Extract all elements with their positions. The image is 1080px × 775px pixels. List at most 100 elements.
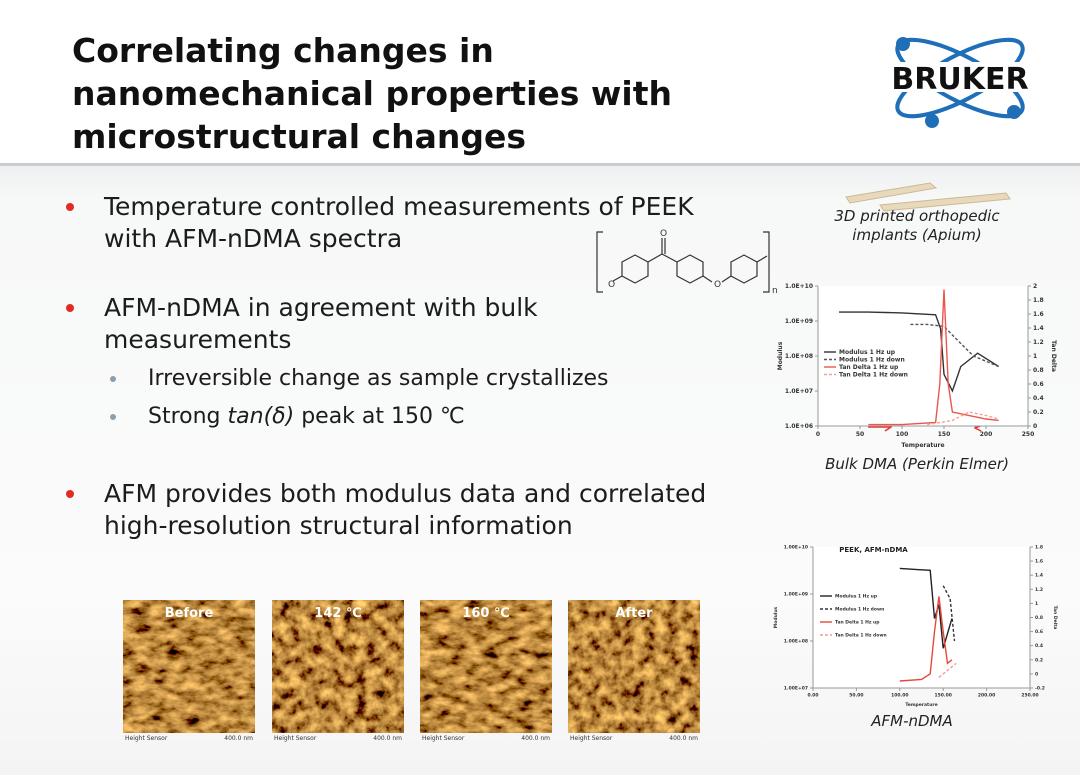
y-tick-label: 1.00E+07	[784, 686, 808, 692]
y2-tick-label: 1.8	[1035, 545, 1043, 551]
y2-axis-label: Tan Delta	[1050, 340, 1057, 372]
bullet-line: with AFM-nDMA spectra	[104, 224, 403, 253]
y-tick-label: 1.0E+09	[785, 318, 813, 325]
micrographs: Before Height Sensor 400.0 nm 142 ℃ Height S…	[123, 600, 700, 742]
sub-bullet-text: peak at 150 ℃	[294, 404, 465, 429]
micrograph-label: Before	[165, 606, 214, 621]
x-tick-label: 250.00	[1021, 693, 1038, 699]
legend-label: Tan Delta 1 Hz up	[839, 364, 899, 371]
title-line: Correlating changes in	[72, 31, 494, 70]
micrograph-label: 160 ℃	[462, 606, 509, 621]
bullet-line: Temperature controlled measurements of P…	[104, 192, 694, 221]
series-line	[938, 662, 957, 678]
series-line	[927, 411, 999, 426]
logo-backdrop	[868, 62, 1052, 92]
atom-label: O	[714, 280, 721, 290]
legend-label: Modulus 1 Hz down	[835, 607, 884, 613]
y2-tick-label: 1.4	[1035, 573, 1043, 579]
bullet-line: AFM provides both modulus data and corre…	[104, 479, 707, 508]
scale-label: 400.0 nm	[669, 735, 698, 742]
sub-bullet-dot	[110, 376, 116, 382]
y-tick-label: 1.0E+07	[785, 388, 813, 395]
x-tick-label: 150	[938, 431, 951, 438]
atom-label: O	[608, 280, 615, 290]
series-line	[899, 567, 953, 649]
micrograph	[123, 600, 255, 733]
sensor-label: Height Sensor	[570, 735, 613, 742]
y2-tick-label: 1	[1033, 353, 1037, 360]
implant-photo	[845, 182, 1011, 212]
bullet: AFM provides both modulus data and corre…	[104, 478, 706, 542]
sub-bullet: Irreversible change as sample crystalliz…	[148, 364, 609, 394]
charts: 1.0E+06 1.0E+07 1.0E+08 1.0E+09 1.0E+10 0 0.2 0…	[773, 283, 1058, 708]
series-line	[839, 311, 999, 393]
micrograph-label: 142 ℃	[314, 606, 361, 621]
y-axis-label: Modulus	[777, 341, 784, 370]
y-tick-label: 1.0E+08	[785, 353, 813, 360]
series-line	[899, 596, 953, 682]
x-tick-label: 50.00	[849, 693, 863, 699]
y2-tick-label: 0.4	[1035, 643, 1043, 649]
scale-label: 400.0 nm	[373, 735, 402, 742]
y-tick-label: 1.00E+09	[784, 592, 808, 598]
micrograph	[420, 600, 552, 733]
y2-tick-label: 0.2	[1033, 409, 1044, 416]
micrograph-label: After	[615, 606, 653, 621]
y2-tick-label: 1.6	[1033, 311, 1044, 318]
y2-tick-label: 0.6	[1033, 381, 1044, 388]
legend-label: Modulus 1 Hz up	[839, 349, 896, 356]
scale-label: 400.0 nm	[224, 735, 253, 742]
logo-text: BRUKER	[891, 62, 1028, 97]
y-axis-label: Modulus	[773, 606, 779, 628]
bullet-dot	[66, 490, 74, 498]
chart-title: PEEK, AFM-nDMA	[839, 546, 908, 554]
sub-bullet-text: Strong	[148, 404, 228, 429]
x-tick-label: 0	[816, 431, 820, 438]
legend-label: Tan Delta 1 Hz up	[835, 620, 880, 626]
sensor-label: Height Sensor	[274, 735, 317, 742]
y-tick-label: 1.00E+10	[784, 545, 808, 551]
sub-bullet-dot	[110, 414, 116, 420]
x-axis-label: Temperature	[901, 442, 944, 449]
x-tick-label: 200	[980, 431, 993, 438]
x-axis-label: Temperature	[905, 702, 937, 708]
sensor-label: Height Sensor	[125, 735, 168, 742]
y2-tick-label: 0	[1033, 423, 1037, 430]
y2-tick-label: 0.2	[1035, 657, 1043, 663]
title-line: nanomechanical properties with	[72, 74, 672, 113]
sub-bullet: Strong tan(δ) peak at 150 ℃	[148, 402, 465, 432]
repeat-index: n	[772, 286, 778, 296]
molecule	[596, 231, 770, 293]
y2-tick-label: 1.4	[1033, 325, 1044, 332]
bullet-dot	[66, 203, 74, 211]
bullet-line: AFM-nDMA in agreement with bulk	[104, 293, 538, 322]
sensor-label: Height Sensor	[422, 735, 465, 742]
sub-bullet-math: tan(δ)	[227, 404, 295, 429]
y2-tick-label: -0.2	[1035, 686, 1045, 692]
caption: implants (Apium)	[852, 226, 981, 244]
series-line	[910, 323, 999, 368]
plot-area	[813, 547, 1030, 688]
y2-tick-label: 1.2	[1035, 587, 1043, 593]
caption: AFM-nDMA	[870, 712, 953, 730]
slide-title: Correlating changes in nanomechanical pr…	[72, 29, 672, 158]
series-line	[868, 289, 999, 426]
y2-tick-label: 0.8	[1035, 615, 1043, 621]
y2-tick-label: 1.8	[1033, 297, 1044, 304]
bullet-line: high-resolution structural information	[104, 511, 573, 540]
plot-area	[818, 286, 1028, 426]
sub-bullet-text: Irreversible change as sample crystalliz…	[148, 366, 609, 391]
scale-label: 400.0 nm	[521, 735, 550, 742]
atom-label: O	[660, 229, 667, 239]
bullet-line: measurements	[104, 325, 292, 354]
legend-label: Tan Delta 1 Hz down	[839, 372, 908, 379]
y2-tick-label: 2	[1033, 283, 1037, 290]
y2-tick-label: 0	[1035, 671, 1038, 677]
y2-tick-label: 0.8	[1033, 367, 1044, 374]
y2-tick-label: 1.2	[1033, 339, 1044, 346]
x-tick-label: 200.00	[978, 693, 995, 699]
y-tick-label: 1.0E+10	[785, 283, 813, 290]
y2-tick-label: 0.4	[1033, 395, 1044, 402]
